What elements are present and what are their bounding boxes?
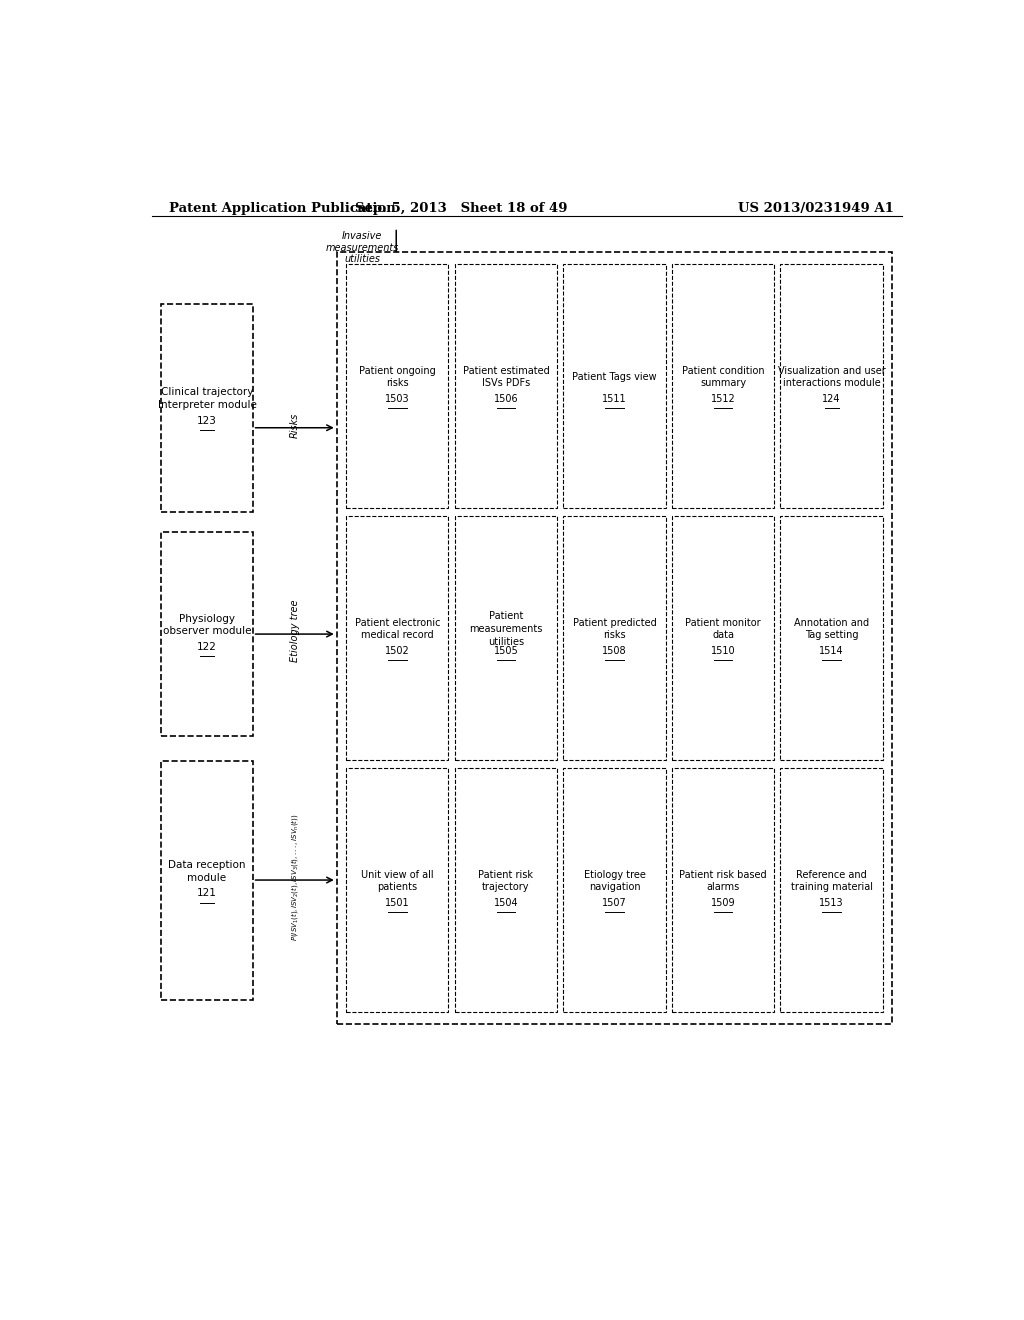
Text: Patient Tags view: Patient Tags view [572, 372, 656, 381]
Text: 1506: 1506 [494, 393, 518, 404]
Text: Visualization and user
interactions module: Visualization and user interactions modu… [778, 366, 886, 388]
Text: 1512: 1512 [711, 393, 735, 404]
Text: Patent Application Publication: Patent Application Publication [169, 202, 396, 215]
Text: 1501: 1501 [385, 898, 410, 908]
Text: 1511: 1511 [602, 393, 627, 404]
Text: 1504: 1504 [494, 898, 518, 908]
Bar [563, 516, 666, 760]
Text: 1502: 1502 [385, 645, 410, 656]
Text: Patient risk
trajectory: Patient risk trajectory [478, 870, 534, 892]
Text: Patient
measurements
utilities: Patient measurements utilities [469, 611, 543, 647]
Text: 1507: 1507 [602, 898, 627, 908]
Text: 121: 121 [197, 888, 217, 899]
Text: Patient risk based
alarms: Patient risk based alarms [679, 870, 767, 892]
Text: US 2013/0231949 A1: US 2013/0231949 A1 [738, 202, 894, 215]
Text: Data reception
module: Data reception module [168, 861, 246, 883]
Bar [162, 304, 253, 512]
Text: Patient ongoing
risks: Patient ongoing risks [359, 366, 436, 388]
Bar [672, 768, 774, 1012]
Text: 1513: 1513 [819, 898, 844, 908]
Bar [346, 516, 449, 760]
Bar [780, 264, 883, 508]
Bar [162, 762, 253, 1001]
Text: Unit view of all
patients: Unit view of all patients [361, 870, 433, 892]
Text: Patient predicted
risks: Patient predicted risks [572, 618, 656, 640]
Text: Invasive
measurements
utilities: Invasive measurements utilities [326, 231, 398, 264]
Bar [672, 516, 774, 760]
Bar [455, 264, 557, 508]
Text: Risks: Risks [290, 413, 300, 438]
Text: Sep. 5, 2013   Sheet 18 of 49: Sep. 5, 2013 Sheet 18 of 49 [355, 202, 567, 215]
Text: Patient condition
summary: Patient condition summary [682, 366, 764, 388]
Bar [346, 264, 449, 508]
Text: Physiology
observer module: Physiology observer module [163, 614, 251, 636]
Text: Patient electronic
medical record: Patient electronic medical record [354, 618, 440, 640]
Text: 1509: 1509 [711, 898, 735, 908]
Text: $P(ISV_1(t),ISV_2(t),ISV_3(t),...,ISV_n(t))$: $P(ISV_1(t),ISV_2(t),ISV_3(t),...,ISV_n(… [289, 813, 300, 941]
Text: Fig. 19: Fig. 19 [778, 314, 867, 338]
Text: 124: 124 [822, 393, 841, 404]
Bar [337, 252, 892, 1024]
Text: Etiology tree: Etiology tree [290, 599, 300, 663]
Bar [455, 516, 557, 760]
Bar [455, 768, 557, 1012]
Bar [780, 516, 883, 760]
Text: 1510: 1510 [711, 645, 735, 656]
Bar [563, 768, 666, 1012]
Bar [672, 264, 774, 508]
Text: Annotation and
Tag setting: Annotation and Tag setting [794, 618, 869, 640]
Bar [563, 264, 666, 508]
Text: Reference and
training material: Reference and training material [791, 870, 872, 892]
Text: Clinical trajectory
Interpreter module: Clinical trajectory Interpreter module [158, 387, 256, 411]
Text: 1503: 1503 [385, 393, 410, 404]
Bar [780, 768, 883, 1012]
Text: 1508: 1508 [602, 645, 627, 656]
Text: 1505: 1505 [494, 645, 518, 656]
Text: 122: 122 [197, 642, 217, 652]
Text: Patient estimated
ISVs PDFs: Patient estimated ISVs PDFs [463, 366, 549, 388]
Bar [346, 768, 449, 1012]
Text: 123: 123 [197, 416, 217, 426]
Bar [162, 532, 253, 735]
Text: Etiology tree
navigation: Etiology tree navigation [584, 870, 645, 892]
Text: 1514: 1514 [819, 645, 844, 656]
Text: Patient monitor
data: Patient monitor data [685, 618, 761, 640]
